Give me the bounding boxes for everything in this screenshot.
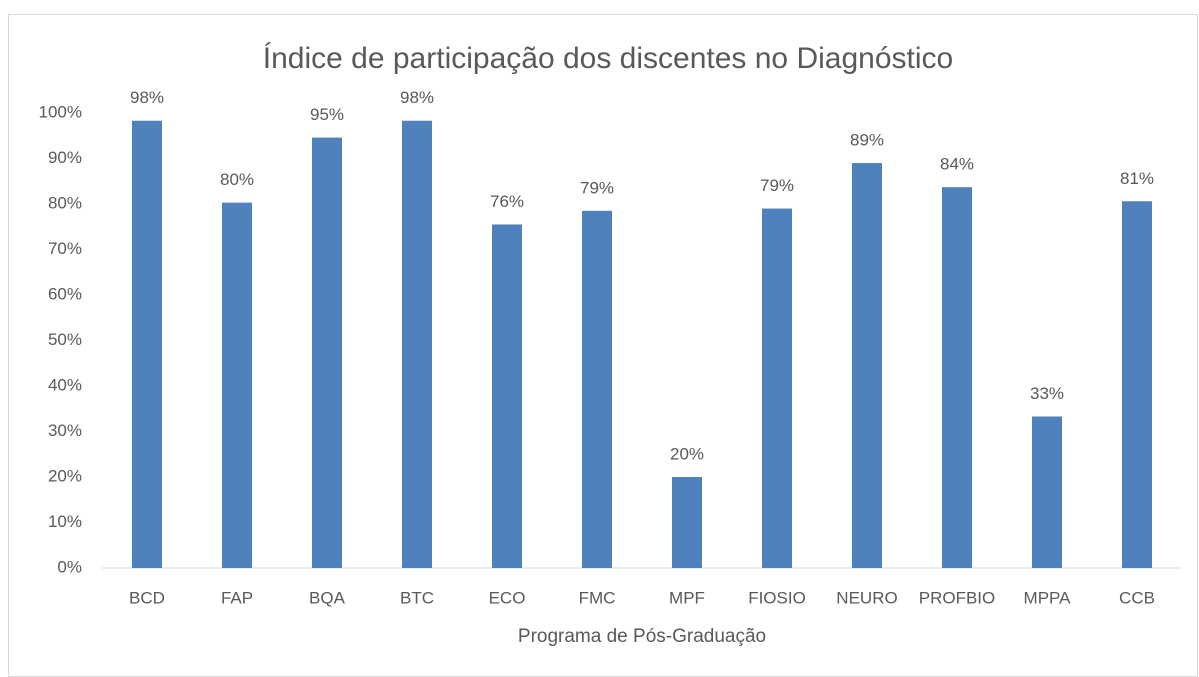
data-label: 95% xyxy=(310,105,344,124)
x-tick-label: PROFBIO xyxy=(919,588,996,607)
y-tick-label: 30% xyxy=(48,421,82,440)
x-tick-label: ECO xyxy=(489,588,526,607)
y-tick-label: 20% xyxy=(48,466,82,485)
y-tick-label: 70% xyxy=(48,239,82,258)
bar xyxy=(942,187,972,569)
x-tick-label: BQA xyxy=(309,588,346,607)
data-label: 20% xyxy=(670,444,704,463)
y-tick-label: 90% xyxy=(48,148,82,167)
bar xyxy=(852,163,882,569)
bar xyxy=(1122,201,1152,568)
data-label: 79% xyxy=(760,176,794,195)
data-label: 89% xyxy=(850,131,884,150)
y-tick-label: 80% xyxy=(48,193,82,212)
x-tick-label: FAP xyxy=(221,588,253,607)
x-tick-label: CCB xyxy=(1119,588,1155,607)
y-tick-label: 60% xyxy=(48,284,82,303)
x-tick-label: FIOSIO xyxy=(748,588,806,607)
x-tick-label: FMC xyxy=(579,588,616,607)
bar xyxy=(1032,416,1062,568)
y-tick-label: 50% xyxy=(48,330,82,349)
chart-title: Índice de participação dos discentes no … xyxy=(263,42,953,75)
bar xyxy=(672,477,702,568)
x-tick-label: MPF xyxy=(669,588,705,607)
x-axis-label: Programa de Pós-Graduação xyxy=(518,626,766,647)
bar xyxy=(402,120,432,569)
bar xyxy=(132,120,162,569)
data-label: 98% xyxy=(130,88,164,107)
y-tick-label: 0% xyxy=(57,557,82,576)
bar xyxy=(762,208,792,569)
bar xyxy=(312,137,342,568)
bar xyxy=(222,202,252,568)
data-label: 76% xyxy=(490,192,524,211)
x-tick-label: BTC xyxy=(400,588,434,607)
data-label: 98% xyxy=(400,88,434,107)
data-label: 81% xyxy=(1120,169,1154,188)
y-tick-label: 100% xyxy=(39,102,82,121)
data-label: 80% xyxy=(220,170,254,189)
x-tick-label: BCD xyxy=(129,588,165,607)
data-label: 79% xyxy=(580,178,614,197)
x-tick-label: NEURO xyxy=(836,588,897,607)
data-label: 33% xyxy=(1030,384,1064,403)
y-tick-label: 10% xyxy=(48,512,82,531)
data-label: 84% xyxy=(940,155,974,174)
bar xyxy=(582,210,612,568)
x-tick-label: MPPA xyxy=(1024,588,1072,607)
y-tick-label: 40% xyxy=(48,375,82,394)
bar xyxy=(492,224,522,568)
